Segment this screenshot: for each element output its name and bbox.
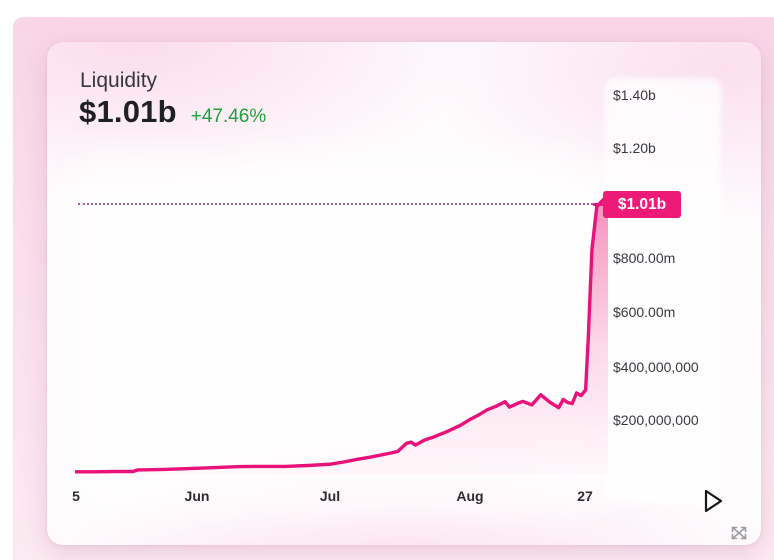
play-button[interactable]	[697, 484, 729, 518]
liquidity-value: $1.01b	[79, 94, 177, 129]
y-axis-label: $1.20b	[613, 140, 656, 156]
x-axis-label: Jul	[319, 488, 341, 504]
card-title: Liquidity	[80, 69, 158, 92]
y-axis-label: $800.00m	[613, 250, 676, 266]
chart-area-fill	[75, 198, 608, 475]
y-axis-label: $200,000,000	[613, 412, 699, 428]
chart-line	[75, 196, 608, 474]
current-value-badge: $1.01b	[603, 191, 681, 218]
expand-button[interactable]	[727, 522, 751, 544]
expand-icon	[731, 526, 747, 540]
y-axis-label: $400,000,000	[613, 359, 699, 375]
liquidity-change: +47.46%	[190, 106, 267, 127]
y-axis-label: $600.00m	[613, 304, 676, 320]
current-value-dotted-line	[78, 203, 597, 205]
x-axis-label: Aug	[456, 488, 484, 504]
value-row: $1.01b +47.46%	[79, 94, 266, 130]
liquidity-card: Liquidity $1.01b +47.46% $1.01b $1.40b $…	[47, 42, 761, 545]
x-axis-label: Jun	[184, 488, 210, 504]
x-axis-label: 27	[577, 488, 593, 504]
y-axis-panel	[605, 78, 721, 504]
y-axis-label: $1.40b	[613, 87, 656, 103]
current-value-tick	[593, 203, 603, 206]
x-axis-label: 5	[72, 488, 80, 504]
play-icon	[704, 489, 723, 513]
liquidity-chart[interactable]	[75, 190, 608, 480]
